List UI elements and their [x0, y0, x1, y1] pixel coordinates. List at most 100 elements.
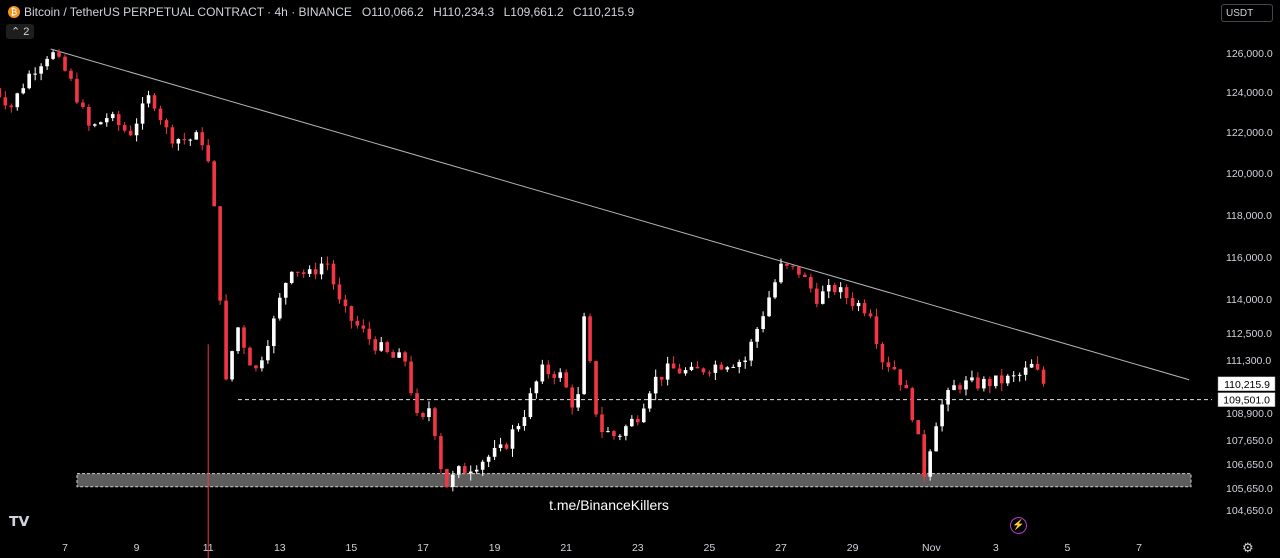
candle-body[interactable]	[176, 139, 181, 144]
candle-body[interactable]	[797, 266, 801, 275]
candle-body[interactable]	[0, 88, 2, 98]
candle-body[interactable]	[373, 339, 378, 351]
candle-body[interactable]	[212, 161, 216, 207]
candle-body[interactable]	[182, 139, 187, 141]
candle-body[interactable]	[385, 342, 389, 353]
candle-body[interactable]	[39, 66, 43, 74]
candle-body[interactable]	[755, 328, 759, 342]
candle-body[interactable]	[170, 127, 175, 144]
candle-body[interactable]	[248, 347, 252, 366]
candle-body[interactable]	[868, 313, 873, 317]
candle-body[interactable]	[236, 327, 240, 352]
candle-body[interactable]	[69, 70, 73, 79]
candle-body[interactable]	[337, 284, 342, 300]
candle-body[interactable]	[576, 394, 580, 408]
candle-body[interactable]	[874, 316, 879, 345]
symbol-title[interactable]: Bitcoin / TetherUS PERPETUAL CONTRACT · …	[24, 5, 352, 19]
candle-body[interactable]	[3, 97, 8, 106]
candle-body[interactable]	[433, 408, 437, 437]
candle-body[interactable]	[970, 377, 974, 381]
candle-body[interactable]	[528, 393, 533, 418]
candle-body[interactable]	[731, 366, 736, 368]
indicator-collapse-button[interactable]: ⌃ 2	[6, 24, 35, 39]
candle-body[interactable]	[809, 277, 813, 289]
candle-body[interactable]	[27, 73, 31, 89]
candle-body[interactable]	[892, 366, 897, 370]
candle-body[interactable]	[21, 88, 26, 94]
candle-body[interactable]	[546, 364, 551, 375]
candle-body[interactable]	[421, 413, 425, 418]
candle-body[interactable]	[558, 372, 563, 378]
candle-body[interactable]	[200, 132, 205, 146]
candle-body[interactable]	[761, 316, 765, 329]
candle-body[interactable]	[820, 291, 825, 304]
candle-body[interactable]	[713, 364, 718, 373]
candle-body[interactable]	[451, 474, 455, 488]
candle-body[interactable]	[128, 130, 133, 136]
candle-body[interactable]	[492, 447, 497, 457]
candle-body[interactable]	[552, 374, 557, 378]
candle-body[interactable]	[838, 287, 843, 293]
candle-body[interactable]	[254, 365, 258, 369]
candle-body[interactable]	[594, 361, 598, 415]
candle-body[interactable]	[93, 124, 97, 126]
candle-body[interactable]	[940, 404, 944, 427]
candle-body[interactable]	[856, 302, 861, 307]
candle-body[interactable]	[445, 469, 449, 488]
candle-body[interactable]	[361, 325, 366, 329]
candle-body[interactable]	[922, 434, 926, 477]
candle-body[interactable]	[63, 56, 67, 71]
candle-body[interactable]	[295, 271, 300, 273]
candle-body[interactable]	[1023, 367, 1028, 375]
candle-body[interactable]	[725, 367, 730, 370]
candle-body[interactable]	[982, 378, 986, 389]
candle-body[interactable]	[999, 375, 1004, 384]
candle-body[interactable]	[510, 429, 515, 449]
candle-body[interactable]	[313, 269, 318, 275]
candle-body[interactable]	[624, 426, 628, 436]
candle-body[interactable]	[570, 387, 574, 408]
candle-body[interactable]	[242, 327, 246, 348]
candle-body[interactable]	[480, 461, 485, 470]
candle-body[interactable]	[57, 52, 61, 57]
candle-body[interactable]	[397, 352, 401, 358]
trendline[interactable]	[50, 48, 1190, 381]
candle-body[interactable]	[391, 352, 395, 358]
candle-body[interactable]	[188, 139, 193, 141]
candle-body[interactable]	[958, 385, 962, 390]
candle-body[interactable]	[641, 408, 646, 423]
candle-body[interactable]	[659, 376, 664, 380]
candle-body[interactable]	[319, 263, 324, 275]
candle-body[interactable]	[719, 364, 724, 370]
candle-body[interactable]	[152, 95, 157, 109]
candle-body[interactable]	[743, 360, 747, 362]
candle-body[interactable]	[862, 302, 867, 314]
candle-body[interactable]	[952, 385, 956, 391]
candle-body[interactable]	[45, 58, 49, 67]
candle-body[interactable]	[582, 316, 586, 395]
candle-body[interactable]	[164, 120, 169, 128]
candle-body[interactable]	[349, 306, 354, 321]
candle-body[interactable]	[886, 362, 891, 367]
candle-body[interactable]	[904, 384, 909, 389]
candle-body[interactable]	[367, 328, 372, 340]
candle-body[interactable]	[462, 466, 467, 474]
candle-body[interactable]	[815, 288, 819, 304]
candle-body[interactable]	[994, 375, 998, 387]
candle-body[interactable]	[695, 366, 700, 369]
candle-body[interactable]	[355, 320, 360, 326]
candle-body[interactable]	[600, 414, 604, 432]
candle-body[interactable]	[260, 360, 264, 369]
candle-body[interactable]	[486, 456, 491, 462]
candle-body[interactable]	[749, 341, 753, 361]
candle-body[interactable]	[976, 377, 980, 389]
candle-body[interactable]	[773, 282, 777, 298]
candle-body[interactable]	[224, 300, 228, 380]
candle-body[interactable]	[206, 145, 210, 162]
candle-body[interactable]	[630, 418, 634, 427]
candle-body[interactable]	[636, 418, 640, 423]
candle-body[interactable]	[1041, 369, 1046, 384]
candle-body[interactable]	[988, 378, 992, 387]
candle-body[interactable]	[737, 361, 742, 367]
candle-body[interactable]	[146, 95, 151, 104]
